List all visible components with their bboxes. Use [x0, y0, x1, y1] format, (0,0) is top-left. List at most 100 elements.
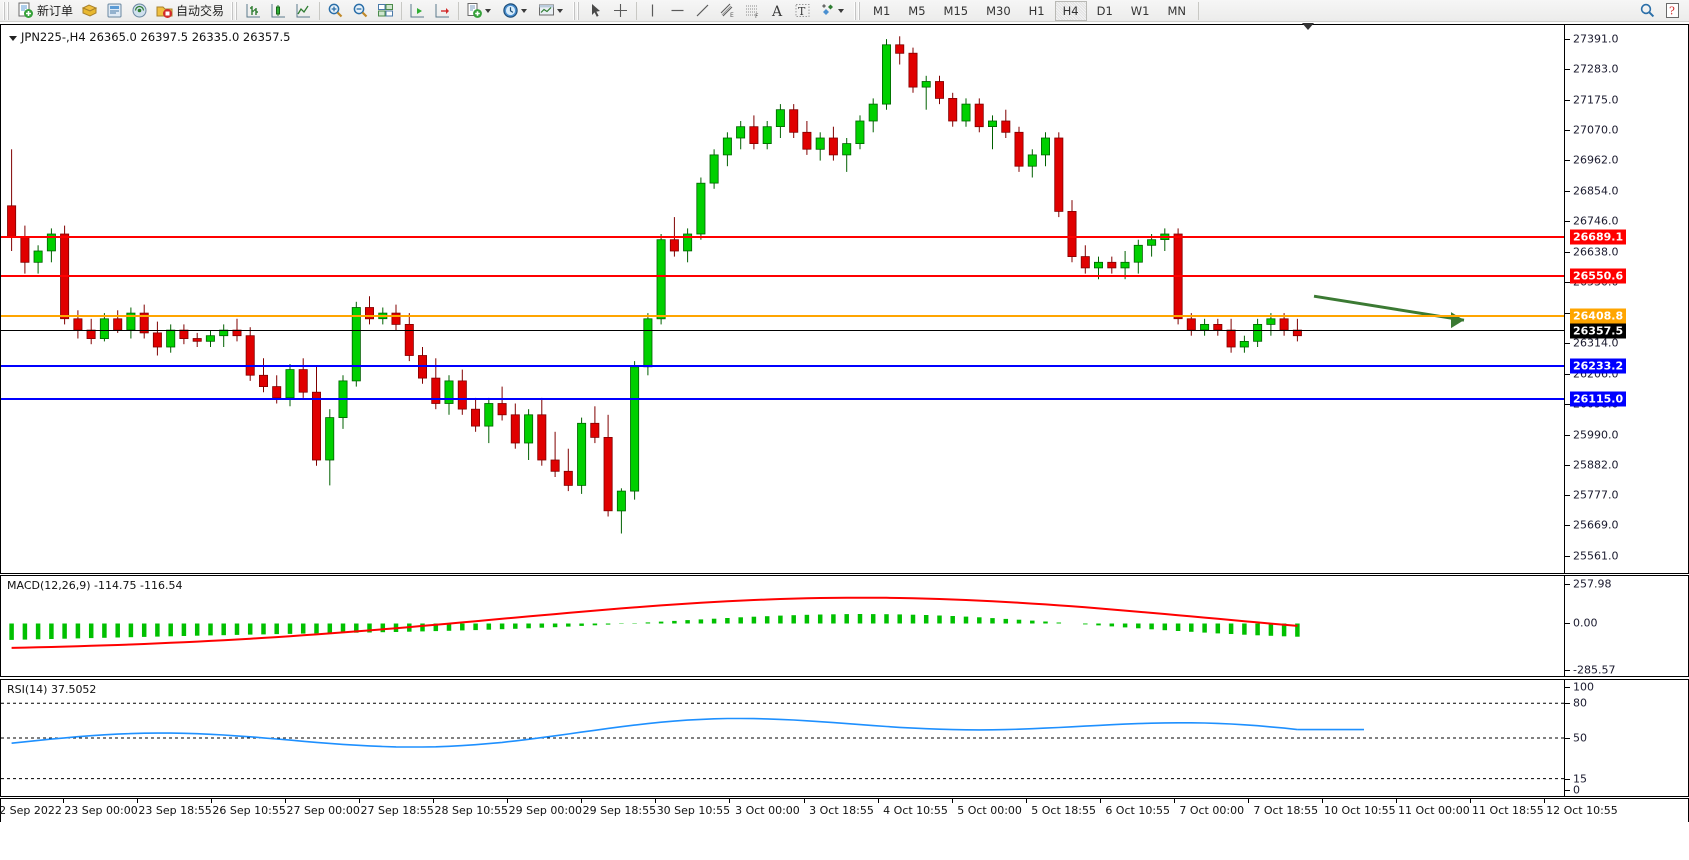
new-order-button[interactable]: 新订单: [13, 0, 77, 22]
timeframe-w1[interactable]: W1: [1130, 3, 1150, 18]
toolbar-grip-2[interactable]: [231, 1, 239, 20]
timeframe-m15[interactable]: M15: [943, 3, 969, 18]
search-button[interactable]: [1635, 0, 1660, 22]
time-tick: [1395, 799, 1397, 803]
cursor-button[interactable]: [583, 0, 608, 22]
help-button[interactable]: ?: [1660, 0, 1685, 22]
time-tick-label: 11 Oct 00:00: [1398, 804, 1470, 817]
level-tag-resistance-2[interactable]: 26689.1: [1570, 229, 1627, 245]
timeframe-h4[interactable]: H4: [1054, 0, 1087, 21]
vertical-line-button[interactable]: [640, 0, 665, 22]
timeframe-m1[interactable]: M1: [873, 3, 891, 18]
tile-windows-button[interactable]: [373, 0, 398, 22]
macd-plot[interactable]: [1, 576, 1564, 676]
level-tag-pivot[interactable]: 26408.8: [1570, 308, 1627, 324]
objects-icon: [819, 2, 836, 19]
navigator-button[interactable]: [102, 0, 127, 22]
period-icon: [502, 2, 519, 19]
auto-scroll-button[interactable]: [430, 0, 455, 22]
timeframe-h1[interactable]: H1: [1028, 3, 1045, 18]
time-tick-label: 4 Oct 10:55: [883, 804, 948, 817]
signals-button[interactable]: [127, 0, 152, 22]
time-tick: [1321, 799, 1323, 803]
price-tick: [1565, 251, 1570, 253]
price-tick-label: 25561.0: [1573, 549, 1619, 563]
rsi-pane[interactable]: RSI(14) 37.5052 100 80 50 15 0: [0, 679, 1689, 797]
timeframe-mn[interactable]: MN: [1167, 3, 1186, 18]
level-tag-resistance-1[interactable]: 26550.6: [1570, 268, 1627, 284]
trendline-button[interactable]: [690, 0, 715, 22]
main-toolbar: 新订单: [0, 0, 1689, 22]
timeframe-group: M1 M5 M15 M30 H1 H4 D1 W1 MN: [864, 0, 1195, 21]
crosshair-button[interactable]: [608, 0, 633, 22]
equidistant-channel-button[interactable]: E: [715, 0, 740, 22]
toolbar-grip-4[interactable]: [854, 1, 862, 20]
price-axis[interactable]: 27391.0 27283.0 27175.0 27070.0 26962.0 26854…: [1564, 25, 1688, 573]
timeframe-m5[interactable]: M5: [908, 3, 926, 18]
candlestick-chart-button[interactable]: [266, 0, 291, 22]
time-tick-label: 29 Sep 00:00: [508, 804, 583, 817]
objects-caret-icon[interactable]: [838, 8, 845, 13]
level-tag-last-price[interactable]: 26357.5: [1570, 323, 1627, 339]
help-icon: ?: [1664, 2, 1681, 19]
price-tick: [1565, 221, 1570, 223]
horizontal-line-button[interactable]: [665, 0, 690, 22]
rsi-tick-label: 80: [1573, 696, 1587, 710]
price-tick-label: 26962.0: [1573, 153, 1619, 167]
level-tag-support-1[interactable]: 26233.2: [1570, 358, 1627, 374]
toolbar-grip[interactable]: [3, 1, 10, 20]
toolbar-separator-1: [319, 1, 321, 20]
objects-button[interactable]: [815, 0, 851, 22]
templates-caret-icon[interactable]: [557, 8, 564, 13]
period-button[interactable]: [498, 0, 534, 22]
fibonacci-button[interactable]: F: [740, 0, 765, 22]
market-watch-button[interactable]: [77, 0, 102, 22]
time-tick: [63, 799, 65, 803]
zoom-in-button[interactable]: [323, 0, 348, 22]
time-tick: [581, 799, 583, 803]
macd-pane[interactable]: MACD(12,26,9) -114.75 -116.54 257.98 0.00…: [0, 575, 1689, 677]
auto-trading-button[interactable]: 自动交易: [152, 0, 228, 22]
price-pane[interactable]: JPN225-,H4 26365.0 26397.5 26335.0 26357…: [0, 24, 1689, 574]
toolbar-separator-4: [636, 1, 638, 20]
level-line-resistance-2[interactable]: [1, 236, 1564, 239]
auto-trading-label: 自动交易: [176, 4, 225, 18]
toolbar-grip-3[interactable]: [573, 1, 581, 20]
chart-shift-button[interactable]: [405, 0, 430, 22]
templates-button[interactable]: [534, 0, 570, 22]
text-button[interactable]: A: [765, 0, 790, 22]
timeframe-d1[interactable]: D1: [1096, 3, 1113, 18]
price-plot[interactable]: [1, 25, 1564, 573]
indicators-caret-icon[interactable]: [485, 8, 492, 13]
indicators-button[interactable]: [462, 0, 498, 22]
level-line-support-1[interactable]: [1, 364, 1564, 367]
price-tick-label: 27391.0: [1573, 32, 1619, 46]
chart-area[interactable]: JPN225-,H4 26365.0 26397.5 26335.0 26357…: [0, 22, 1689, 860]
level-line-last-price[interactable]: [1, 329, 1564, 331]
period-caret-icon[interactable]: [521, 8, 528, 13]
level-line-resistance-1[interactable]: [1, 275, 1564, 278]
zoom-out-button[interactable]: [348, 0, 373, 22]
rsi-axis[interactable]: 100 80 50 15 0: [1564, 680, 1688, 797]
level-line-pivot[interactable]: [1, 315, 1564, 318]
text-label-button[interactable]: T: [790, 0, 815, 22]
timeframe-m30[interactable]: M30: [986, 3, 1011, 18]
rsi-plot[interactable]: [1, 680, 1564, 796]
level-line-support-2[interactable]: [1, 398, 1564, 401]
line-chart-button[interactable]: [291, 0, 316, 22]
price-tick-label: 25777.0: [1573, 488, 1619, 502]
indicators-icon: [466, 2, 483, 19]
chart-scroll-marker[interactable]: [1302, 23, 1314, 30]
bar-chart-button[interactable]: [241, 0, 266, 22]
price-tick: [1565, 282, 1570, 284]
cursor-icon: [587, 2, 604, 19]
time-tick-label: 28 Sep 10:55: [434, 804, 508, 817]
level-tag-support-2[interactable]: 26115.0: [1570, 391, 1627, 407]
time-tick: [433, 799, 435, 803]
symbol-dropdown-icon[interactable]: [9, 36, 17, 41]
auto-scroll-icon: [434, 2, 451, 19]
macd-axis[interactable]: 257.98 0.00 -285.57: [1564, 576, 1688, 677]
time-tick: [1099, 799, 1101, 803]
